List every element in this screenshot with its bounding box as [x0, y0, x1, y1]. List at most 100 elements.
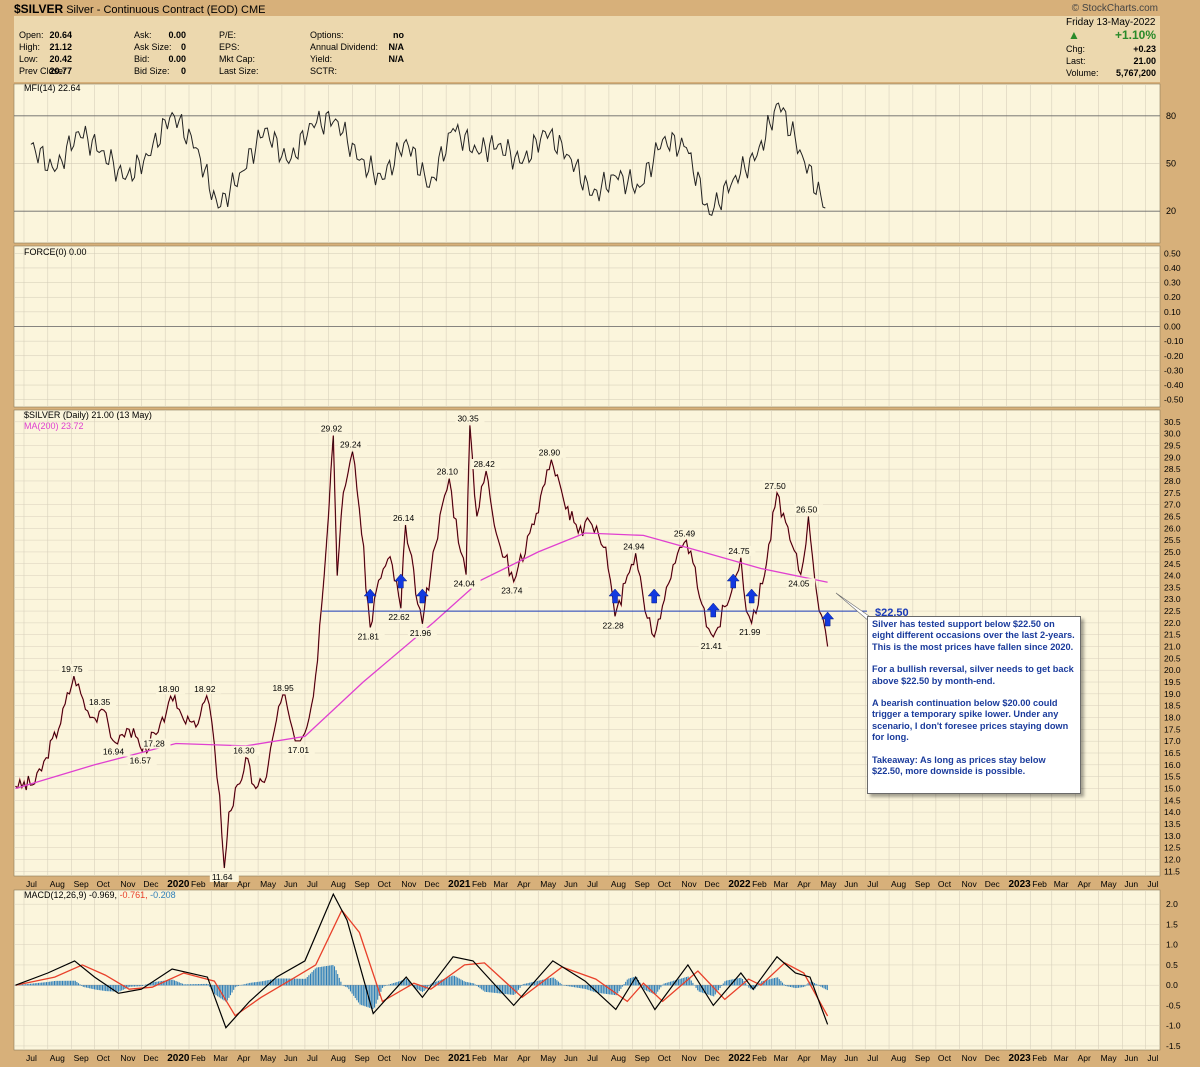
quote-field-label: High:	[19, 42, 41, 52]
price-tick-label: 16.5	[1164, 748, 1181, 758]
macd-histogram-bar	[359, 985, 361, 1005]
x-axis-month-label: Feb	[191, 1053, 206, 1063]
summary-label: Last:	[1066, 56, 1086, 66]
macd-histogram-bar	[729, 979, 731, 986]
macd-histogram-bar	[276, 978, 278, 986]
annotation-bg	[127, 755, 157, 766]
macd-histogram-bar	[415, 985, 417, 989]
price-tick-label: 19.0	[1164, 689, 1181, 699]
macd-histogram-bar	[482, 985, 484, 991]
quote-field-label: Low:	[19, 54, 39, 64]
x-axis-month-label: 2020	[167, 1053, 190, 1064]
macd-histogram-bar	[407, 980, 409, 986]
macd-histogram-bar	[709, 985, 712, 996]
x-axis-month-label: Feb	[752, 879, 767, 889]
macd-histogram-bar	[271, 979, 273, 986]
macd-histogram-bar	[317, 967, 320, 986]
macd-histogram-bar	[209, 985, 211, 987]
macd-histogram-bar	[741, 978, 744, 986]
x-axis-month-label: Jul	[26, 1053, 37, 1063]
price-annotation: 29.92	[321, 424, 343, 434]
macd-histogram-bar	[169, 980, 171, 986]
macd-histogram-bar	[612, 985, 614, 995]
macd-histogram-bar	[421, 985, 424, 992]
macd-histogram-bar	[33, 983, 35, 986]
price-tick-label: 13.5	[1164, 819, 1181, 829]
price-annotation: 11.64	[212, 872, 233, 882]
macd-histogram-bar	[765, 980, 768, 986]
macd-histogram-bar	[178, 982, 180, 986]
price-annotation: 27.50	[764, 481, 786, 491]
price-tick-label: 26.5	[1164, 511, 1181, 521]
macd-histogram-bar	[789, 985, 792, 988]
macd-histogram-bar	[447, 977, 449, 986]
annotation-bg	[621, 541, 651, 552]
x-axis-month-label: Aug	[50, 879, 65, 889]
macd-legend-part: -0.969,	[89, 890, 120, 900]
x-axis-month-label: Oct	[97, 879, 111, 889]
force-tick-label: -0.20	[1164, 351, 1184, 361]
x-axis-month-label: Apr	[517, 1053, 530, 1063]
macd-histogram-bar	[645, 985, 648, 991]
macd-histogram-bar	[461, 980, 464, 986]
x-axis-month-label: Apr	[517, 879, 530, 889]
x-axis-month-label: Oct	[97, 1053, 111, 1063]
quote-field-label: Mkt Cap:	[219, 54, 256, 64]
macd-histogram-bar	[250, 982, 252, 986]
force-tick-label: 0.50	[1164, 248, 1181, 258]
macd-histogram-bar	[517, 985, 520, 990]
annotation-bg	[318, 423, 348, 434]
macd-histogram-bar	[385, 985, 387, 986]
support-arrow-icon	[726, 573, 740, 589]
macd-histogram-bar	[761, 981, 763, 986]
macd-histogram-bar	[505, 985, 507, 995]
macd-histogram-bar	[581, 985, 584, 989]
macd-histogram-bar	[501, 985, 504, 994]
macd-histogram-bar	[279, 978, 281, 986]
price-tick-label: 20.5	[1164, 653, 1181, 663]
macd-histogram-bar	[205, 983, 208, 986]
macd-histogram-bar	[258, 981, 260, 986]
macd-histogram-bar	[653, 985, 656, 995]
macd-histogram-bar	[625, 981, 627, 986]
x-axis-month-label: Oct	[938, 879, 952, 889]
price-tick-label: 27.5	[1164, 488, 1181, 498]
macd-histogram-bar	[821, 985, 824, 988]
force-tick-label: 0.40	[1164, 263, 1181, 273]
macd-histogram-bar	[727, 980, 729, 986]
macd-histogram-bar	[218, 985, 220, 998]
macd-histogram-bar	[617, 985, 619, 994]
price-tick-label: 23.0	[1164, 594, 1181, 604]
macd-histogram-bar	[103, 985, 105, 991]
macd-histogram-bar	[170, 979, 172, 986]
macd-histogram-bar	[380, 985, 382, 992]
x-axis-month-label: Jul	[1147, 1053, 1158, 1063]
macd-histogram-bar	[351, 985, 353, 994]
x-axis-month-label: Mar	[774, 879, 789, 889]
x-axis-month-label: Jul	[1147, 879, 1158, 889]
macd-histogram-bar	[274, 978, 276, 986]
price-annotation: 17.28	[144, 739, 166, 749]
quote-field-label: Open:	[19, 30, 44, 40]
macd-histogram-bar	[329, 965, 331, 986]
macd-histogram-bar	[76, 982, 78, 986]
macd-histogram-bar	[303, 978, 305, 986]
macd-histogram-bar	[265, 980, 267, 986]
macd-histogram-bar	[383, 985, 385, 987]
macd-histogram-bar	[213, 985, 216, 994]
macd-histogram-bar	[252, 982, 254, 986]
macd-histogram-bar	[810, 981, 812, 986]
macd-histogram-bar	[514, 985, 516, 994]
x-axis-month-label: Nov	[962, 879, 978, 889]
macd-histogram-bar	[615, 985, 617, 996]
macd-histogram-bar	[613, 985, 616, 996]
x-axis-month-label: Apr	[1078, 1053, 1091, 1063]
macd-histogram-bar	[626, 979, 628, 986]
x-axis-month-label: Jun	[844, 879, 858, 889]
x-axis-month-label: Sep	[74, 879, 89, 889]
macd-histogram-bar	[201, 983, 203, 986]
macd-histogram-bar	[245, 983, 248, 986]
x-axis-month-label: Jun	[844, 1053, 858, 1063]
macd-histogram-bar	[796, 985, 798, 989]
x-axis-month-label: Nov	[962, 1053, 978, 1063]
